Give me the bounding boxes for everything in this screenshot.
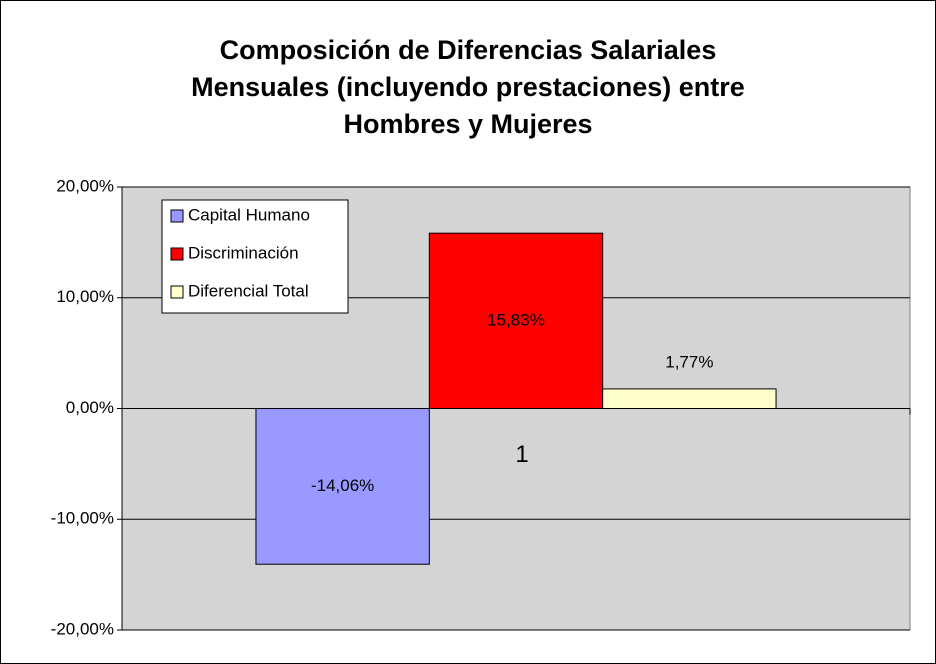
bar	[428, 232, 604, 409]
legend-swatch	[170, 285, 184, 299]
y-tick-label: 0,00%	[66, 398, 114, 417]
bar	[602, 388, 777, 409]
chart-title: Hombres y Mujeres	[343, 109, 592, 139]
bar	[255, 408, 430, 565]
y-tick-label: 10,00%	[56, 287, 114, 306]
legend-label: Discriminación	[188, 243, 299, 262]
chart-title: Mensuales (incluyendo prestaciones) entr…	[191, 72, 745, 102]
y-tick-label: -10,00%	[51, 509, 114, 528]
chart-title: Composición de Diferencias Salariales	[220, 35, 717, 65]
legend-label: Diferencial Total	[188, 281, 309, 300]
y-tick-label: 20,00%	[56, 176, 114, 195]
data-label: -14,06%	[311, 476, 374, 495]
legend-label: Capital Humano	[188, 205, 310, 224]
x-tick-label: 1	[515, 441, 528, 468]
legend-swatch	[170, 209, 184, 223]
legend	[161, 199, 349, 314]
legend-swatch	[170, 247, 184, 261]
data-label: 1,77%	[665, 352, 713, 371]
data-label: 15,83%	[487, 310, 545, 329]
y-tick-label: -20,00%	[51, 619, 114, 638]
